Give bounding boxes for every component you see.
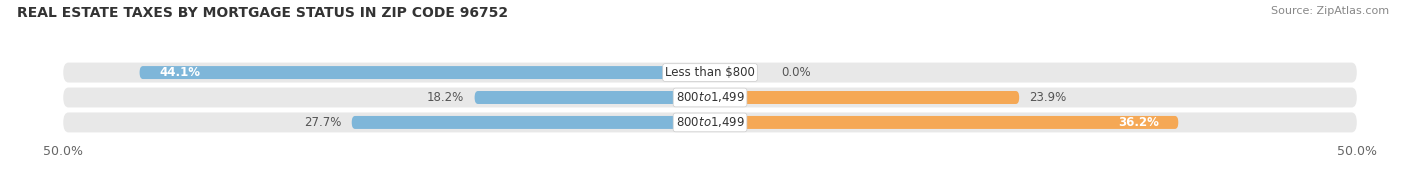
Text: 18.2%: 18.2% [427,91,464,104]
FancyBboxPatch shape [475,91,710,104]
Text: Less than $800: Less than $800 [665,66,755,79]
Text: REAL ESTATE TAXES BY MORTGAGE STATUS IN ZIP CODE 96752: REAL ESTATE TAXES BY MORTGAGE STATUS IN … [17,6,508,20]
FancyBboxPatch shape [710,116,1178,129]
Text: 36.2%: 36.2% [1118,116,1159,129]
Text: $800 to $1,499: $800 to $1,499 [675,115,745,129]
FancyBboxPatch shape [710,91,1019,104]
Text: $800 to $1,499: $800 to $1,499 [675,90,745,105]
Text: 27.7%: 27.7% [304,116,342,129]
Text: Source: ZipAtlas.com: Source: ZipAtlas.com [1271,6,1389,16]
Text: 23.9%: 23.9% [1029,91,1067,104]
FancyBboxPatch shape [139,66,710,79]
FancyBboxPatch shape [352,116,710,129]
Text: 44.1%: 44.1% [159,66,200,79]
FancyBboxPatch shape [63,63,1357,82]
Text: 0.0%: 0.0% [782,66,811,79]
FancyBboxPatch shape [63,88,1357,107]
FancyBboxPatch shape [63,113,1357,132]
